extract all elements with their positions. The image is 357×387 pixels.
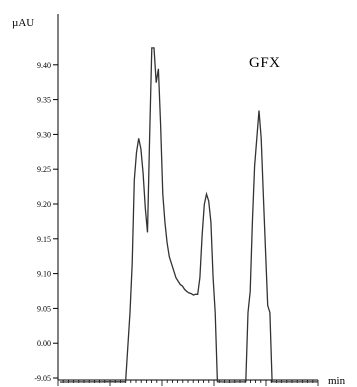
x-axis-unit-label: min [328,375,346,387]
y-tick-label: 9.20 [37,200,51,209]
chromatogram-trace [60,47,318,383]
peak-annotation-gfx: GFX [249,55,281,71]
x-axis-ticks [57,380,319,386]
y-tick-label: 9.05 [37,304,51,313]
y-tick-label: 9.10 [37,270,51,279]
y-tick-label: 9.40 [37,61,51,70]
y-tick-label: 0.00 [37,339,51,348]
y-tick-label: -9.05 [34,374,51,383]
y-tick-label: 9.35 [37,96,51,105]
y-tick-label: 9.15 [37,235,51,244]
y-axis-ticks: -9.05 0.00 9.05 9.10 9.15 9.20 9.25 9.30 9.35 9.4… [34,61,58,383]
y-tick-label: 9.25 [37,165,51,174]
y-tick-label: 9.30 [37,130,51,139]
y-axis-unit-label: µAU [12,17,34,29]
